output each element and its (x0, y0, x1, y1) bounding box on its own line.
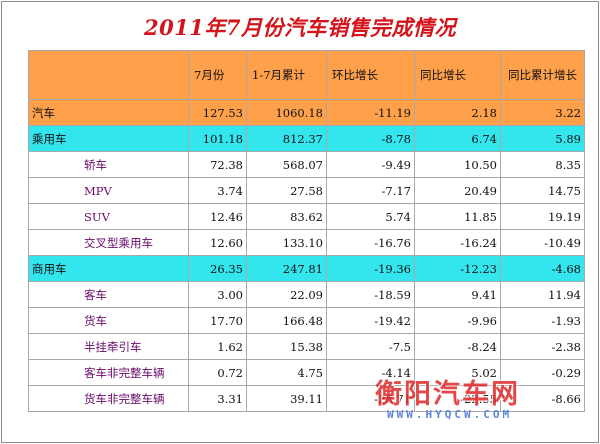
sales-table: 7月份 1-7月累计 环比增长 同比增长 同比累计增长 汽车 127.53 1060… (28, 50, 585, 412)
cell-value: 101.18 (188, 125, 247, 152)
cell-value: 247.81 (246, 255, 327, 282)
cell-value: 2.18 (414, 99, 501, 126)
cell-value: 3.22 (500, 99, 585, 126)
row-label: 乘用车 (28, 125, 189, 152)
table-row: 交叉型乘用车 12.60 133.10 -16.76 -16.24 -10.49 (28, 229, 585, 256)
watermark-brand: 衡阳汽车网 (375, 379, 520, 410)
table-row: 半挂牵引车 1.62 15.38 -7.5 -8.24 -2.38 (28, 333, 585, 360)
cell-value: -7.5 (326, 333, 415, 360)
cell-value: 9.41 (414, 281, 501, 308)
cell-value: 812.37 (246, 125, 327, 152)
table-row: 乘用车 101.18 812.37 -8.78 6.74 5.89 (28, 125, 585, 152)
cell-value: 11.85 (414, 203, 501, 230)
cell-value: -7.17 (326, 177, 415, 204)
table-row: SUV 12.46 83.62 5.74 11.85 19.19 (28, 203, 585, 230)
row-label: SUV (28, 203, 189, 230)
cell-value: -18.59 (326, 281, 415, 308)
cell-value: 3.31 (188, 385, 247, 412)
cell-value: 166.48 (246, 307, 327, 334)
row-label: 汽车 (28, 99, 189, 126)
table-row: 货车 17.70 166.48 -19.42 -9.96 -1.93 (28, 307, 585, 334)
cell-value: -8.78 (326, 125, 415, 152)
table-row: 汽车 127.53 1060.18 -11.19 2.18 3.22 (28, 99, 585, 126)
cell-value: 12.46 (188, 203, 247, 230)
cell-value: 14.75 (500, 177, 585, 204)
table-row: 客车 3.00 22.09 -18.59 9.41 11.94 (28, 281, 585, 308)
cell-value: -9.96 (414, 307, 501, 334)
cell-value: -2.38 (500, 333, 585, 360)
header-jan-jul-cumulative: 1-7月累计 (246, 50, 327, 100)
header-blank (28, 50, 189, 100)
table-row: 轿车 72.38 568.07 -9.49 10.50 8.35 (28, 151, 585, 178)
cell-value: -10.49 (500, 229, 585, 256)
cell-value: 39.11 (246, 385, 327, 412)
cell-value: 5.02 (414, 359, 501, 386)
cell-value: 26.35 (188, 255, 247, 282)
cell-value: 20.49 (414, 177, 501, 204)
cell-value: -16.24 (414, 229, 501, 256)
cell-value: -28.71 (326, 385, 415, 412)
header-row: 7月份 1-7月累计 环比增长 同比增长 同比累计增长 (28, 50, 585, 100)
row-label: 交叉型乘用车 (28, 229, 189, 256)
cell-value: 10.50 (414, 151, 501, 178)
cell-value: -0.29 (500, 359, 585, 386)
cell-value: -1.93 (500, 307, 585, 334)
cell-value: 12.60 (188, 229, 247, 256)
cell-value: -16.76 (326, 229, 415, 256)
row-label: 货车非完整车辆 (28, 385, 189, 412)
row-label: 货车 (28, 307, 189, 334)
table-row: 客车非完整车辆 0.72 4.75 -4.14 5.02 -0.29 (28, 359, 585, 386)
cell-value: 72.38 (188, 151, 247, 178)
cell-value: 133.10 (246, 229, 327, 256)
cell-value: 83.62 (246, 203, 327, 230)
watermark: 衡阳汽车网 WWW.HYQCW.COM (375, 372, 595, 432)
cell-value: 4.75 (246, 359, 327, 386)
cell-value: 1.62 (188, 333, 247, 360)
header-july: 7月份 (188, 50, 247, 100)
cell-value: -4.68 (500, 255, 585, 282)
cell-value: -8.24 (414, 333, 501, 360)
cell-value: 1060.18 (246, 99, 327, 126)
cell-value: -11.19 (326, 99, 415, 126)
cell-value: -19.42 (326, 307, 415, 334)
cell-value: 3.74 (188, 177, 247, 204)
cell-value: 568.07 (246, 151, 327, 178)
row-label: 轿车 (28, 151, 189, 178)
cell-value: 5.89 (500, 125, 585, 152)
row-label: 半挂牵引车 (28, 333, 189, 360)
table-row: 商用车 26.35 247.81 -19.36 -12.23 -4.68 (28, 255, 585, 282)
cell-value: 5.74 (326, 203, 415, 230)
header-yoy-growth: 同比增长 (414, 50, 501, 100)
row-label: MPV (28, 177, 189, 204)
cell-value: 11.94 (500, 281, 585, 308)
cell-value: 0.72 (188, 359, 247, 386)
cell-value: -9.49 (326, 151, 415, 178)
watermark-url: WWW.HYQCW.COM (387, 408, 513, 421)
cell-value: 8.35 (500, 151, 585, 178)
row-label: 客车 (28, 281, 189, 308)
row-label: 客车非完整车辆 (28, 359, 189, 386)
cell-value: 19.19 (500, 203, 585, 230)
header-mom-growth: 环比增长 (326, 50, 415, 100)
cell-value: 6.74 (414, 125, 501, 152)
table-row: 货车非完整车辆 3.31 39.11 -28.71 -22.55 -8.66 (28, 385, 585, 412)
cell-value: -19.36 (326, 255, 415, 282)
cell-value: -8.66 (500, 385, 585, 412)
cell-value: 27.58 (246, 177, 327, 204)
cell-value: 17.70 (188, 307, 247, 334)
page-title: 2011年7月份汽车销售完成情况 (143, 15, 457, 40)
row-label: 商用车 (28, 255, 189, 282)
header-yoy-cumulative-growth: 同比累计增长 (500, 50, 585, 100)
cell-value: 22.09 (246, 281, 327, 308)
cell-value: 3.00 (188, 281, 247, 308)
cell-value: 15.38 (246, 333, 327, 360)
cell-value: -22.55 (414, 385, 501, 412)
table-row: MPV 3.74 27.58 -7.17 20.49 14.75 (28, 177, 585, 204)
cell-value: -12.23 (414, 255, 501, 282)
cell-value: 127.53 (188, 99, 247, 126)
